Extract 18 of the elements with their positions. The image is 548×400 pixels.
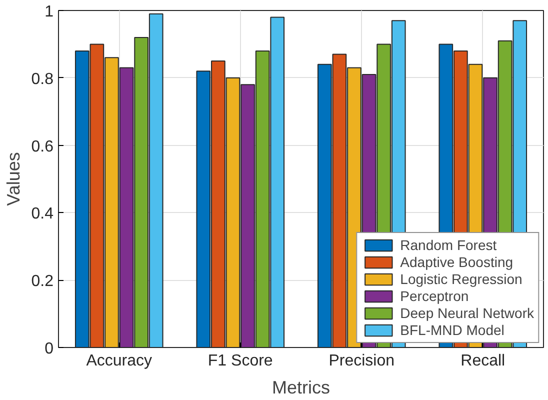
legend-label: Random Forest xyxy=(400,237,497,253)
y-axis-title: Values xyxy=(3,152,24,206)
legend-label: BFL-MND Model xyxy=(400,322,504,338)
legend-label: Perceptron xyxy=(400,288,469,304)
x-tick-label: Accuracy xyxy=(86,352,152,370)
legend-label: Logistic Regression xyxy=(400,271,522,287)
legend-label: Adaptive Boosting xyxy=(400,254,514,270)
x-tick-label: Precision xyxy=(328,352,395,370)
y-tick-label: 0.6 xyxy=(31,138,54,156)
x-axis-title: Metrics xyxy=(272,378,330,398)
y-tick-label: 0 xyxy=(44,340,54,358)
y-tick-label: 0.4 xyxy=(31,206,54,223)
y-tick-label: 0.8 xyxy=(31,70,54,88)
legend-label: Deep Neural Network xyxy=(400,305,534,321)
x-tick-label: F1 Score xyxy=(208,352,273,370)
y-tick-label: 0.2 xyxy=(31,273,54,290)
y-tick-label: 1 xyxy=(44,4,54,20)
x-tick-label: Recall xyxy=(460,352,506,370)
